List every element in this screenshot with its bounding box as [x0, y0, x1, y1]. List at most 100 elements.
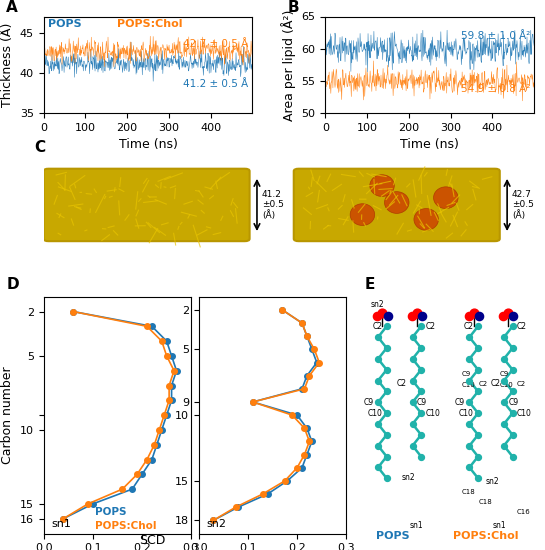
Point — [474, 322, 482, 331]
Point — [374, 333, 383, 342]
Point — [374, 355, 383, 364]
Text: 54.9 ± 0.8 Å²: 54.9 ± 0.8 Å² — [461, 84, 530, 94]
Ellipse shape — [434, 187, 458, 208]
Text: C9: C9 — [508, 398, 518, 407]
Point — [500, 398, 508, 406]
Point — [465, 441, 474, 450]
Text: 42.7
±0.5
(Å): 42.7 ±0.5 (Å) — [512, 190, 534, 221]
Point — [413, 308, 421, 317]
Text: sn1: sn1 — [493, 521, 506, 530]
Point — [417, 322, 426, 331]
Point — [500, 420, 508, 428]
Point — [374, 463, 383, 472]
Point — [508, 322, 517, 331]
Point — [408, 420, 417, 428]
Text: sn2: sn2 — [486, 477, 499, 486]
Text: C9: C9 — [462, 371, 471, 377]
Point — [408, 398, 417, 406]
Text: C2: C2 — [396, 378, 406, 388]
Text: C2: C2 — [372, 322, 383, 331]
Point — [382, 387, 391, 396]
Point — [469, 308, 478, 317]
Text: B: B — [288, 0, 299, 14]
Text: POPS: POPS — [95, 507, 127, 516]
Text: C10: C10 — [517, 409, 532, 417]
Point — [382, 431, 391, 439]
Point — [465, 398, 474, 406]
Point — [508, 409, 517, 417]
Point — [464, 312, 473, 321]
X-axis label: Time (ns): Time (ns) — [400, 139, 459, 151]
Point — [417, 431, 426, 439]
Text: E: E — [365, 277, 376, 292]
Point — [465, 420, 474, 428]
Ellipse shape — [385, 191, 409, 213]
Text: C2: C2 — [479, 381, 488, 387]
Point — [508, 365, 517, 374]
FancyBboxPatch shape — [294, 169, 500, 241]
Point — [499, 312, 507, 321]
Text: C10: C10 — [426, 409, 440, 417]
Text: 41.2
±0.5
(Å): 41.2 ±0.5 (Å) — [262, 190, 284, 221]
Text: C10: C10 — [500, 382, 513, 388]
Point — [382, 344, 391, 353]
Y-axis label: Area per lipid (Å²): Area per lipid (Å²) — [281, 9, 296, 120]
Point — [408, 333, 417, 342]
Text: C2: C2 — [464, 322, 474, 331]
Point — [474, 344, 482, 353]
Text: POPS: POPS — [48, 19, 81, 29]
Point — [373, 312, 382, 321]
Point — [474, 474, 482, 483]
Text: D: D — [7, 277, 19, 292]
Point — [500, 355, 508, 364]
Y-axis label: Carbon number: Carbon number — [1, 366, 14, 464]
Point — [382, 322, 391, 331]
Point — [374, 441, 383, 450]
Text: C16: C16 — [517, 509, 531, 515]
Point — [508, 431, 517, 439]
Point — [408, 441, 417, 450]
Point — [474, 409, 482, 417]
Text: SCD: SCD — [140, 535, 166, 547]
Text: C9: C9 — [364, 398, 374, 407]
Point — [374, 398, 383, 406]
Point — [474, 431, 482, 439]
Text: C9: C9 — [455, 398, 465, 407]
Y-axis label: Thickness (Å): Thickness (Å) — [1, 23, 14, 107]
Text: POPS:Chol: POPS:Chol — [117, 19, 182, 29]
Text: C2: C2 — [517, 322, 527, 331]
Text: C18: C18 — [462, 489, 475, 495]
Point — [378, 308, 387, 317]
Text: sn2: sn2 — [206, 519, 226, 529]
Point — [417, 409, 426, 417]
Point — [500, 376, 508, 385]
Ellipse shape — [350, 204, 375, 226]
Point — [465, 376, 474, 385]
Point — [465, 333, 474, 342]
Text: C9: C9 — [417, 398, 427, 407]
Text: 42.7 ± 0.5 Å: 42.7 ± 0.5 Å — [183, 39, 248, 48]
Point — [408, 355, 417, 364]
Point — [465, 355, 474, 364]
Point — [407, 312, 416, 321]
Text: C10: C10 — [462, 382, 475, 388]
Point — [408, 376, 417, 385]
Point — [417, 452, 426, 461]
Point — [417, 365, 426, 374]
Point — [417, 312, 426, 321]
Point — [382, 474, 391, 483]
Text: POPS:Chol: POPS:Chol — [453, 531, 518, 541]
Point — [417, 387, 426, 396]
Text: C10: C10 — [459, 409, 474, 417]
X-axis label: Time (ns): Time (ns) — [118, 139, 178, 151]
Point — [500, 333, 508, 342]
Text: sn1: sn1 — [410, 521, 423, 530]
Text: POPS:Chol: POPS:Chol — [95, 521, 157, 531]
Point — [508, 344, 517, 353]
Point — [500, 441, 508, 450]
Point — [383, 312, 392, 321]
Point — [508, 387, 517, 396]
Text: POPS: POPS — [376, 531, 409, 541]
Point — [475, 312, 483, 321]
Point — [374, 420, 383, 428]
